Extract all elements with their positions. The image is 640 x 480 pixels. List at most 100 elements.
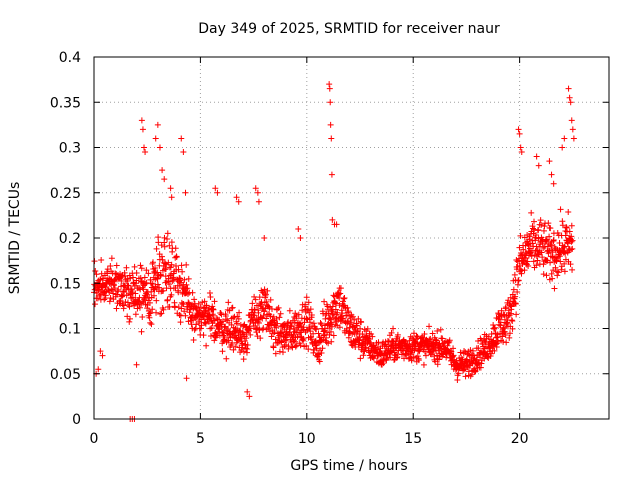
data-point	[267, 296, 274, 303]
data-point	[223, 355, 230, 362]
data-point	[408, 349, 415, 356]
data-point	[540, 227, 547, 234]
data-point	[158, 253, 165, 260]
data-point	[533, 153, 540, 160]
y-tick-label: 0.4	[59, 50, 81, 66]
data-point	[190, 336, 197, 343]
data-point	[532, 237, 539, 244]
data-point	[290, 325, 297, 332]
data-point	[203, 342, 210, 349]
data-point	[149, 306, 156, 313]
data-point	[97, 276, 104, 283]
data-point	[91, 258, 98, 265]
data-point	[187, 306, 194, 313]
data-point	[355, 315, 362, 322]
data-point	[327, 99, 334, 106]
data-point	[133, 361, 140, 368]
data-point	[153, 245, 160, 252]
data-point	[164, 296, 171, 303]
data-point	[93, 271, 100, 278]
data-point	[366, 335, 373, 342]
data-point	[426, 336, 433, 343]
data-point	[367, 339, 374, 346]
data-point	[260, 312, 267, 319]
data-point	[349, 313, 356, 320]
data-point	[512, 300, 519, 307]
data-point	[526, 236, 533, 243]
data-point	[535, 235, 542, 242]
data-points	[91, 81, 577, 422]
data-point	[550, 180, 557, 187]
data-point	[219, 348, 226, 355]
data-point	[230, 314, 237, 321]
data-point	[279, 349, 286, 356]
data-point	[318, 321, 325, 328]
data-point	[569, 237, 576, 244]
data-point	[201, 298, 208, 305]
data-point	[517, 144, 524, 151]
data-point	[410, 330, 417, 337]
x-tick-label: 5	[196, 431, 205, 447]
data-point	[95, 366, 102, 373]
data-point	[177, 319, 184, 326]
data-point	[540, 261, 547, 268]
data-point	[261, 235, 268, 241]
data-point	[443, 354, 450, 361]
data-point	[157, 310, 164, 317]
data-point	[243, 335, 250, 342]
data-point	[354, 322, 361, 329]
data-point	[328, 171, 335, 178]
y-tick-label: 0.05	[50, 367, 81, 383]
data-point	[185, 275, 192, 282]
data-point	[329, 323, 336, 330]
data-point	[283, 341, 290, 348]
data-point	[517, 232, 524, 239]
data-point	[153, 297, 160, 304]
data-point	[427, 335, 434, 342]
data-point	[421, 330, 428, 337]
data-point	[506, 312, 513, 319]
data-point	[219, 329, 226, 336]
data-point	[141, 274, 148, 281]
data-point	[235, 315, 242, 322]
data-point	[205, 318, 212, 325]
data-point	[115, 286, 122, 293]
data-point	[270, 344, 277, 351]
data-point	[200, 332, 207, 339]
data-point	[210, 306, 217, 313]
data-point	[181, 308, 188, 315]
data-point	[500, 338, 507, 345]
data-point	[515, 126, 522, 133]
data-point	[563, 224, 570, 231]
data-point	[138, 117, 145, 124]
data-point	[357, 355, 364, 362]
data-point	[160, 306, 167, 313]
data-point	[178, 305, 185, 312]
data-point	[530, 258, 537, 265]
data-point	[198, 322, 205, 329]
data-point	[507, 330, 514, 337]
data-point	[439, 335, 446, 342]
data-point	[202, 307, 209, 314]
data-point	[160, 287, 167, 294]
data-point	[316, 358, 323, 365]
data-point	[566, 94, 573, 101]
data-point	[186, 309, 193, 316]
data-point	[394, 353, 401, 360]
data-point	[504, 319, 511, 326]
data-point	[478, 337, 485, 344]
data-point	[148, 321, 155, 328]
data-point	[285, 319, 292, 326]
data-point	[330, 332, 337, 339]
data-point	[491, 326, 498, 333]
data-point	[143, 267, 150, 274]
data-point	[96, 292, 103, 299]
data-point	[307, 319, 314, 326]
data-point	[257, 335, 264, 342]
data-point	[157, 271, 164, 278]
data-point	[295, 225, 302, 232]
data-point	[568, 233, 575, 240]
data-point	[271, 329, 278, 336]
data-point	[108, 286, 115, 293]
data-point	[182, 312, 189, 319]
